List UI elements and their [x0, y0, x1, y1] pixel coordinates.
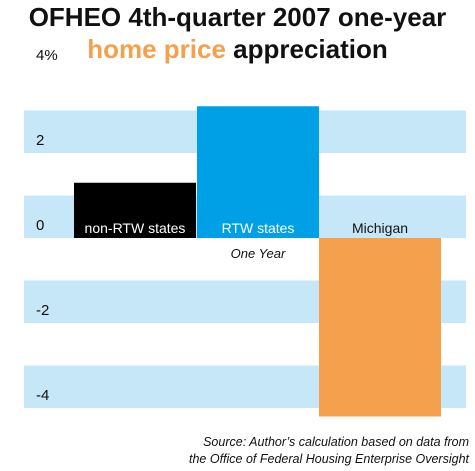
bar-rtw-states: [197, 106, 319, 238]
title-highlight: home price: [87, 34, 226, 64]
x-axis-label: One Year: [231, 246, 286, 261]
y-tick-label: 0: [36, 217, 44, 234]
y-tick-label: -4: [36, 387, 49, 404]
chart-title-line-1: OFHEO 4th-quarter 2007 one-year: [28, 2, 447, 32]
source-note-line-1: Source: Author’s calculation based on da…: [203, 435, 469, 449]
category-label: RTW states: [222, 220, 295, 236]
source-note-line-2: the Office of Federal Housing Enterprise…: [189, 452, 469, 466]
bar-non-rtw-states: [74, 182, 196, 238]
chart-title-line-2: home price appreciation: [0, 34, 475, 64]
category-label: Michigan: [352, 220, 408, 236]
y-tick-label: 4%: [36, 47, 58, 64]
y-tick-label: -2: [36, 302, 49, 319]
title-rest: appreciation: [225, 34, 388, 64]
bar-michigan: [319, 238, 441, 417]
y-tick-label: 2: [36, 132, 44, 149]
category-label: non-RTW states: [85, 220, 186, 236]
